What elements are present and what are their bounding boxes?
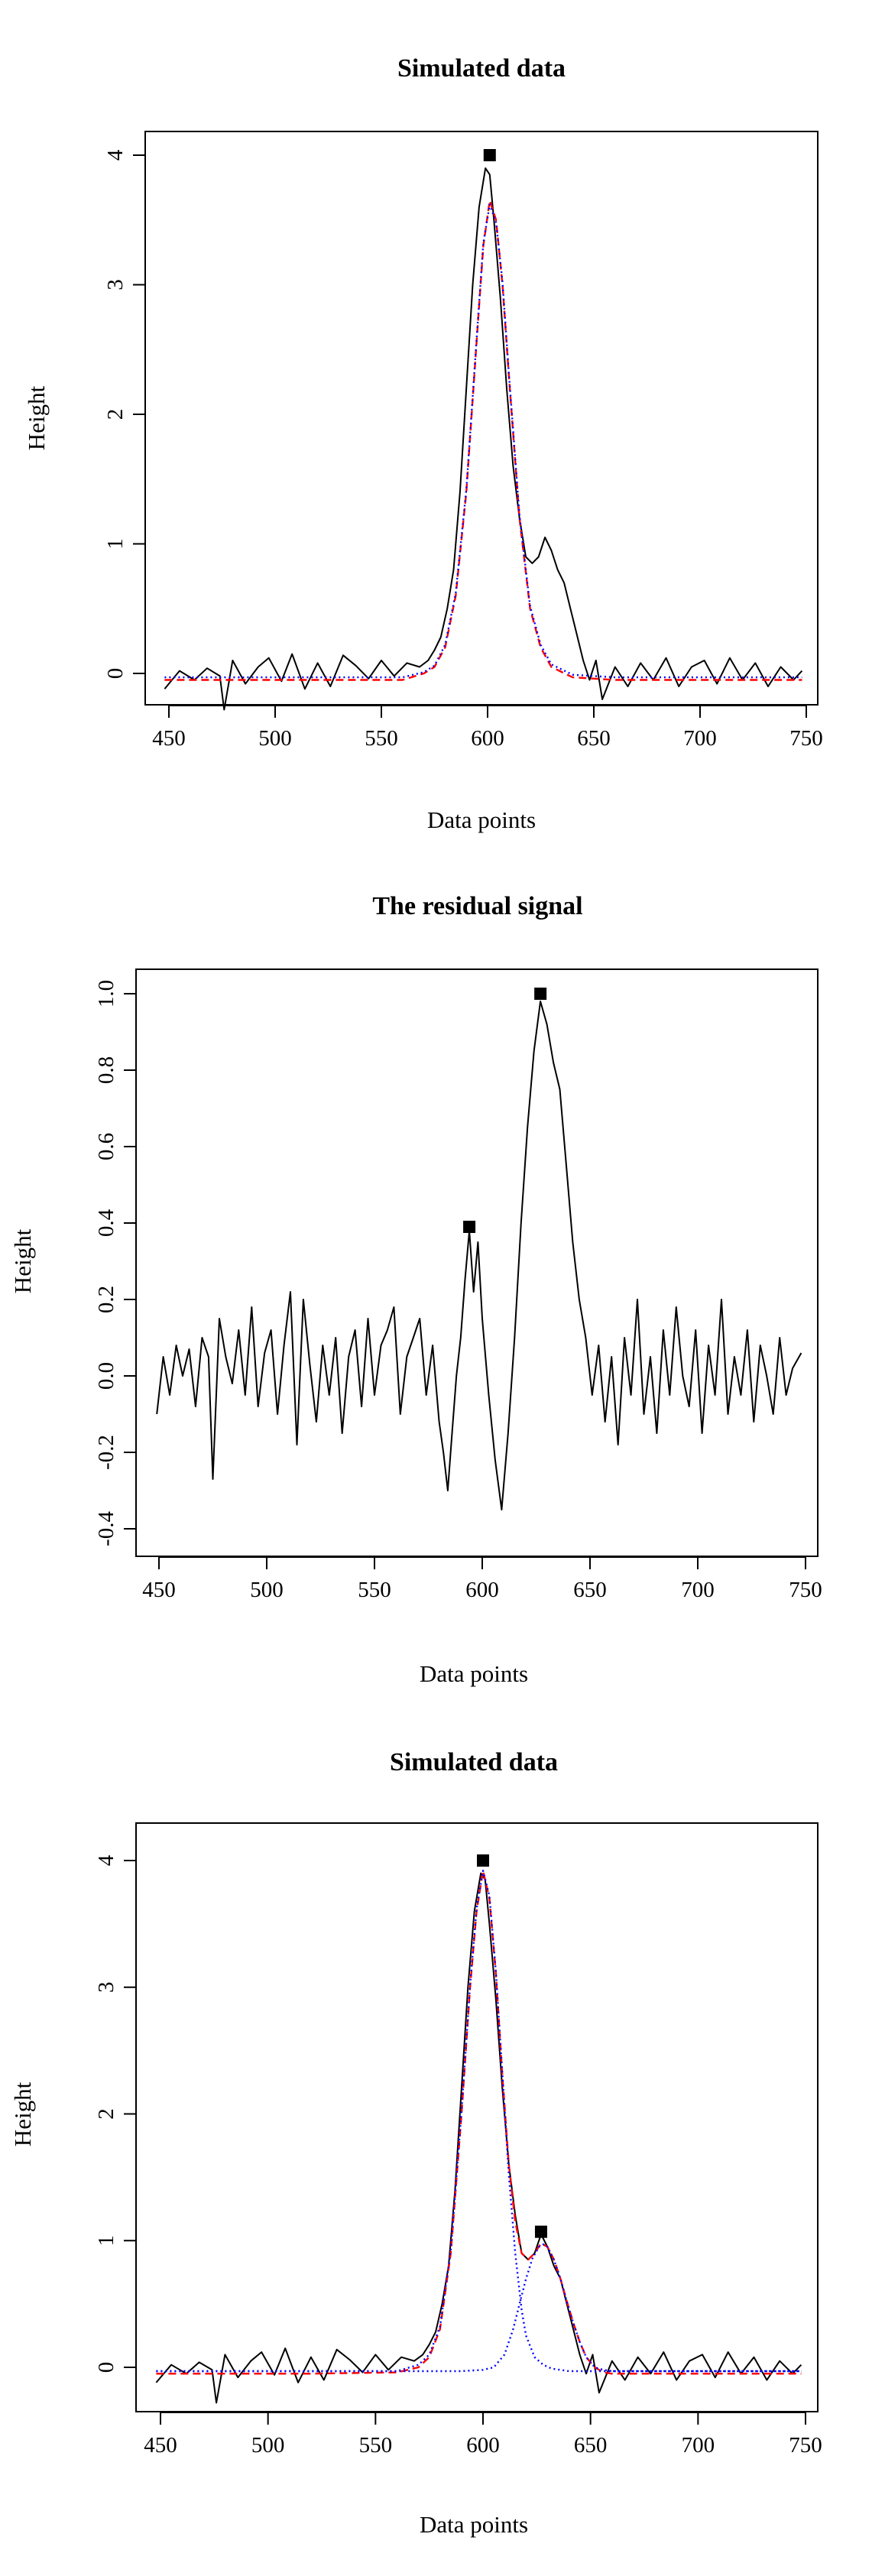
series-line-4 bbox=[156, 2243, 802, 2373]
series-line-3 bbox=[156, 1870, 802, 2373]
x-tick-label: 550 bbox=[358, 1578, 391, 1602]
series-line-2 bbox=[164, 200, 802, 681]
x-tick-label: 550 bbox=[365, 726, 398, 751]
x-tick-label: 750 bbox=[789, 1578, 822, 1602]
x-tick-label: 450 bbox=[144, 2433, 177, 2458]
series-line-2 bbox=[156, 1870, 802, 2375]
series-layer bbox=[156, 1001, 802, 1510]
y-tick-label: 0 bbox=[94, 2362, 118, 2373]
x-tick-label: 500 bbox=[250, 1578, 284, 1602]
x-tick-label: 600 bbox=[471, 726, 504, 751]
series-line-1 bbox=[155, 1872, 802, 2404]
y-tick-label: 1 bbox=[103, 538, 128, 550]
y-tick-label: 3 bbox=[94, 1982, 118, 1994]
y-axis-label: Height bbox=[9, 2081, 36, 2146]
chart-title: Simulated data bbox=[397, 54, 566, 83]
series-line-3 bbox=[164, 203, 802, 679]
chart-title: Simulated data bbox=[390, 1748, 558, 1776]
peak-marker-1 bbox=[477, 1854, 489, 1867]
y-tick-label: 1.0 bbox=[94, 980, 118, 1007]
chart-panel-2: The residual signal 450 500 550 600 650 700 75… bbox=[9, 892, 822, 1687]
y-tick-label: 2 bbox=[103, 409, 128, 420]
series-line-1 bbox=[156, 1001, 802, 1510]
x-tick-label: 500 bbox=[251, 2433, 285, 2458]
y-tick-label: 0 bbox=[103, 668, 128, 680]
x-axis-label: Data points bbox=[427, 806, 536, 833]
plot-frame bbox=[144, 131, 819, 706]
y-tick-label: 3 bbox=[103, 279, 128, 290]
y-axis-label: Height bbox=[9, 1228, 36, 1293]
x-tick-label: 750 bbox=[789, 2433, 822, 2458]
y-tick-label: 4 bbox=[103, 149, 128, 161]
x-tick-label: 700 bbox=[682, 2433, 715, 2458]
y-tick-label: 1 bbox=[94, 2235, 118, 2247]
tick-layer: 450 500 550 600 650 700 750 0 1 2 3 4 bbox=[94, 1854, 822, 2458]
peak-marker-layer bbox=[463, 988, 547, 1233]
x-tick-label: 450 bbox=[142, 1578, 176, 1602]
y-tick-label: 0.2 bbox=[94, 1286, 118, 1313]
x-tick-label: 700 bbox=[683, 726, 717, 751]
peak-marker-1 bbox=[483, 149, 496, 161]
y-tick-label: -0.2 bbox=[94, 1435, 118, 1470]
y-tick-label: 4 bbox=[94, 1854, 118, 1866]
y-axis-label: Height bbox=[23, 385, 50, 450]
series-line-1 bbox=[164, 167, 803, 711]
x-tick-label: 650 bbox=[573, 1578, 607, 1602]
chart-title: The residual signal bbox=[372, 892, 582, 920]
x-tick-label: 450 bbox=[152, 726, 186, 751]
y-tick-label: 0.6 bbox=[94, 1133, 118, 1160]
chart-panel-1: Simulated data 450 500 550 600 650 700 750 0 1 2 3… bbox=[23, 54, 823, 833]
tick-layer: 450 500 550 600 650 700 750 -0.4 -0.2 0.0 0.2 0.4 0.… bbox=[94, 980, 822, 1602]
peak-marker-1 bbox=[463, 1221, 476, 1233]
y-tick-label: -0.4 bbox=[94, 1511, 118, 1546]
peak-marker-layer bbox=[483, 149, 496, 161]
y-tick-label: 0.4 bbox=[94, 1209, 118, 1237]
peak-marker-2 bbox=[534, 988, 547, 1000]
x-axis-label: Data points bbox=[420, 1660, 528, 1687]
series-layer bbox=[155, 1870, 802, 2404]
series-layer bbox=[164, 167, 803, 711]
x-tick-label: 650 bbox=[574, 2433, 608, 2458]
peak-marker-2 bbox=[534, 2225, 547, 2238]
x-tick-label: 600 bbox=[465, 1578, 499, 1602]
peak-marker-layer bbox=[477, 1854, 547, 2238]
y-tick-label: 2 bbox=[94, 2108, 118, 2120]
x-tick-label: 750 bbox=[789, 726, 823, 751]
tick-layer: 450 500 550 600 650 700 750 0 1 2 3 4 bbox=[103, 149, 823, 751]
x-tick-label: 550 bbox=[359, 2433, 393, 2458]
x-tick-label: 600 bbox=[466, 2433, 500, 2458]
chart-panel-3: Simulated data 450 500 550 600 650 700 750 0 1 2 3… bbox=[9, 1748, 822, 2538]
y-tick-label: 0.8 bbox=[94, 1056, 118, 1084]
x-tick-label: 650 bbox=[577, 726, 611, 751]
x-tick-label: 700 bbox=[681, 1578, 715, 1602]
x-axis-label: Data points bbox=[420, 2511, 528, 2538]
y-tick-label: 0.0 bbox=[94, 1362, 118, 1390]
x-tick-label: 500 bbox=[258, 726, 292, 751]
